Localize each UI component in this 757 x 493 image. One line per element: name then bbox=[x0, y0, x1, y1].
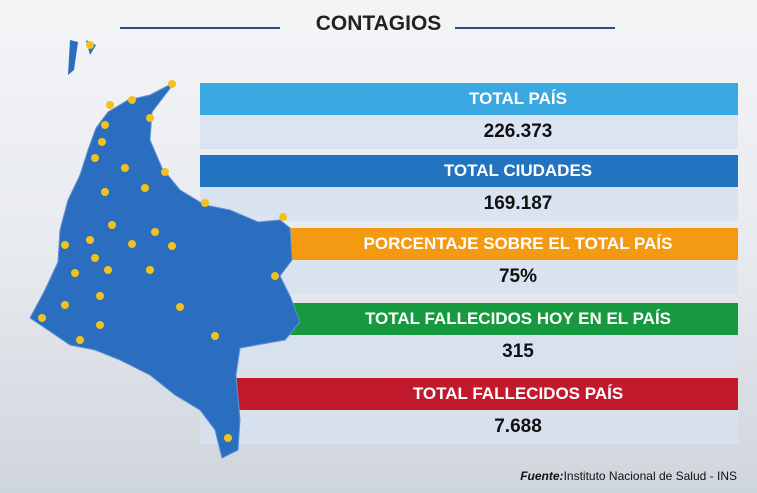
stat-value-text: 169.187 bbox=[483, 193, 553, 214]
stat-label: TOTAL FALLECIDOS PAÍS bbox=[200, 378, 738, 410]
source: Fuente:Instituto Nacional de Salud - INS bbox=[520, 469, 737, 483]
stat-value-text: 315 bbox=[502, 341, 534, 362]
source-text: Instituto Nacional de Salud - INS bbox=[563, 469, 737, 483]
stat-label-text: TOTAL PAÍS bbox=[469, 89, 567, 108]
title-rule bbox=[120, 27, 280, 29]
stat-value-text: 75% bbox=[498, 266, 538, 287]
stat-value: 315 bbox=[200, 335, 738, 369]
title: CONTAGIOS bbox=[315, 12, 442, 35]
stat-value: 226.373 bbox=[200, 115, 738, 149]
stat-value-text: 7.688 bbox=[494, 416, 542, 437]
stat-label-text: TOTAL CIUDADES bbox=[443, 161, 593, 180]
stat-value-text: 226.373 bbox=[483, 121, 553, 142]
stat-value: 7.688 bbox=[200, 410, 738, 444]
title-rule bbox=[455, 27, 615, 29]
stat-label-text: TOTAL FALLECIDOS PAÍS bbox=[412, 384, 624, 403]
stat-label: TOTAL PAÍS bbox=[200, 83, 738, 115]
pins bbox=[38, 41, 287, 442]
stat-label: TOTAL CIUDADES bbox=[200, 155, 738, 187]
island bbox=[68, 40, 78, 75]
stat-label-text: TOTAL FALLECIDOS HOY EN EL PAÍS bbox=[364, 309, 672, 328]
stat-value: 75% bbox=[200, 260, 738, 294]
source-label: Fuente: bbox=[520, 469, 564, 483]
stat-value: 169.187 bbox=[200, 187, 738, 221]
stat-label-text: PORCENTAJE SOBRE EL TOTAL PAÍS bbox=[363, 234, 673, 253]
colombia-map bbox=[29, 81, 301, 459]
